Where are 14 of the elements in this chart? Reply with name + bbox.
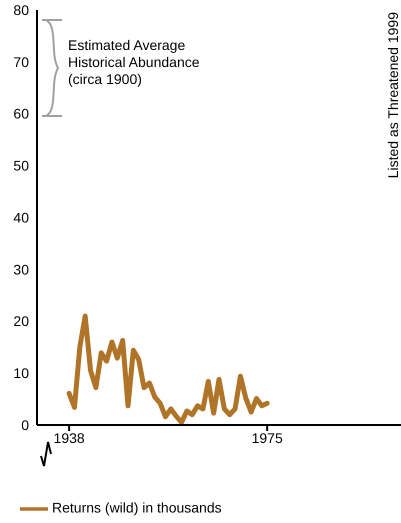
y-tick-label: 20 (13, 313, 30, 330)
annotation: Listed as Threatened 1999 (385, 12, 401, 178)
y-tick-label: 70 (13, 54, 30, 70)
y-tick-label: 60 (13, 106, 30, 122)
y-tick-label: 0 (21, 416, 30, 433)
y-tick-label: 10 (13, 365, 30, 382)
y-tick-label: 80 (13, 2, 30, 18)
y-tick-label: 50 (13, 158, 30, 174)
y-tick-label: 40 (13, 209, 30, 226)
annotation: Estimated Average Historical Abundance (circa 1900) (68, 37, 200, 87)
x-tick-label: 1938 (54, 430, 85, 446)
x-tick-label: 1975 (252, 430, 283, 446)
y-tick-label: 30 (13, 261, 30, 278)
legend-label: Returns (wild) in thousands (52, 500, 222, 516)
